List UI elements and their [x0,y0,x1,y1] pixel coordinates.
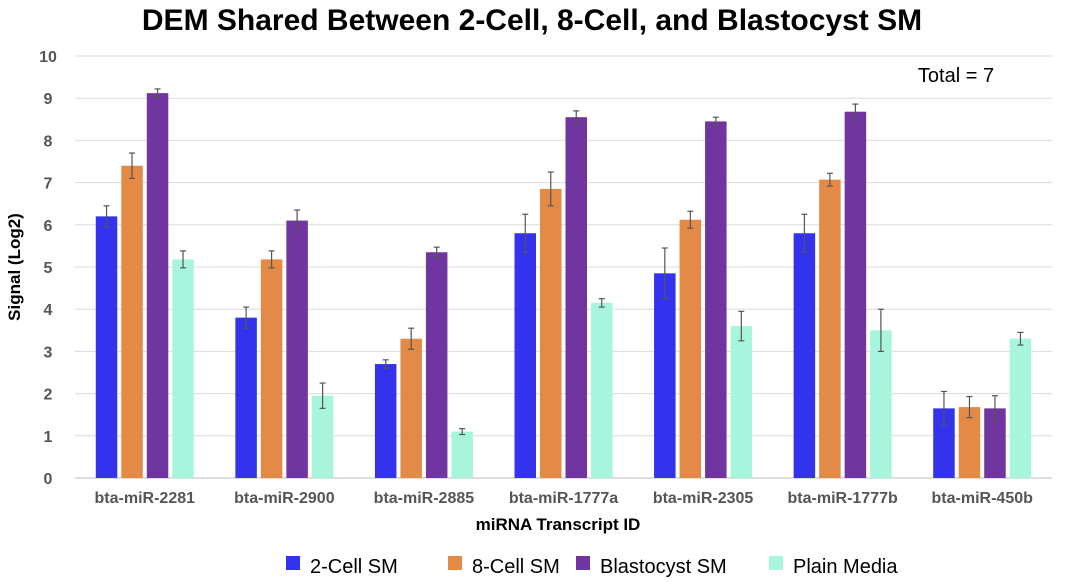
bar-6-3 [1009,338,1032,478]
legend-label-0: 2-Cell SM [310,556,398,578]
y-tick-label: 0 [44,471,53,488]
y-tick-label: 7 [44,176,53,193]
y-tick-label: 8 [44,133,53,150]
x-tick-label: bta-miR-1777a [509,490,618,507]
bar-4-2 [705,121,727,478]
bar-1-3 [311,395,334,478]
bar-1-0 [235,317,257,478]
y-tick-label: 4 [44,302,53,319]
bar-1-1 [260,259,283,478]
y-tick-label: 1 [44,429,53,446]
x-axis-ticks: bta-miR-2281 bta-miR-2900 bta-miR-2885 bta-… [95,490,1034,507]
bar-3-1 [540,188,562,478]
legend-label-3: Plain Media [793,556,898,578]
bar-6-0 [933,408,955,478]
legend-label-2: Blastocyst SM [600,556,727,578]
bar-0-1 [121,165,143,478]
bar-2-0 [374,364,397,478]
bar-5-1 [819,179,841,478]
bar-2-2 [425,252,448,478]
legend-swatch-1 [448,556,462,570]
total-annotation: Total = 7 [918,65,994,87]
legend-label-1: 8-Cell SM [472,556,560,578]
bar-3-2 [565,117,587,478]
x-tick-label: bta-miR-1777b [788,490,898,507]
y-axis-title: Signal (Log2) [5,213,24,321]
bar-1-2 [286,220,308,478]
bar-5-0 [793,233,816,478]
legend-swatch-0 [286,556,300,570]
x-tick-label: bta-miR-450b [932,490,1034,507]
legend: 2-Cell SM 8-Cell SM Blastocyst SM Plain Med… [286,556,898,578]
gridlines [75,55,1052,479]
y-tick-label: 10 [39,49,57,66]
bar-0-2 [146,93,169,479]
x-tick-label: bta-miR-2900 [234,490,335,507]
y-tick-label: 9 [44,91,53,108]
y-tick-label: 6 [44,218,53,235]
y-axis-ticks: 0 1 2 3 4 5 6 7 8 9 10 [39,49,57,488]
bar-3-0 [514,233,536,478]
legend-swatch-2 [576,556,590,570]
error-bars [103,88,1024,436]
bar-4-1 [679,219,702,478]
bars [95,93,1032,479]
x-tick-label: bta-miR-2885 [374,490,475,507]
y-tick-label: 5 [44,260,53,277]
bar-2-1 [400,338,422,478]
bar-0-3 [172,259,194,478]
bar-4-3 [730,326,753,478]
bar-2-3 [451,431,473,478]
bar-3-3 [591,302,613,478]
chart-title: DEM Shared Between 2-Cell, 8-Cell, and B… [142,4,922,37]
legend-swatch-3 [769,556,783,570]
bar-0-0 [95,216,118,479]
bar-4-0 [654,273,676,478]
bar-5-3 [870,330,892,478]
y-tick-label: 3 [44,344,53,361]
bar-6-1 [958,407,981,478]
y-tick-label: 2 [44,387,53,404]
x-tick-label: bta-miR-2281 [95,490,196,507]
x-tick-label: bta-miR-2305 [653,490,754,507]
bar-5-2 [844,111,867,478]
x-axis-title: miRNA Transcript ID [476,515,641,534]
bar-6-2 [984,408,1006,478]
